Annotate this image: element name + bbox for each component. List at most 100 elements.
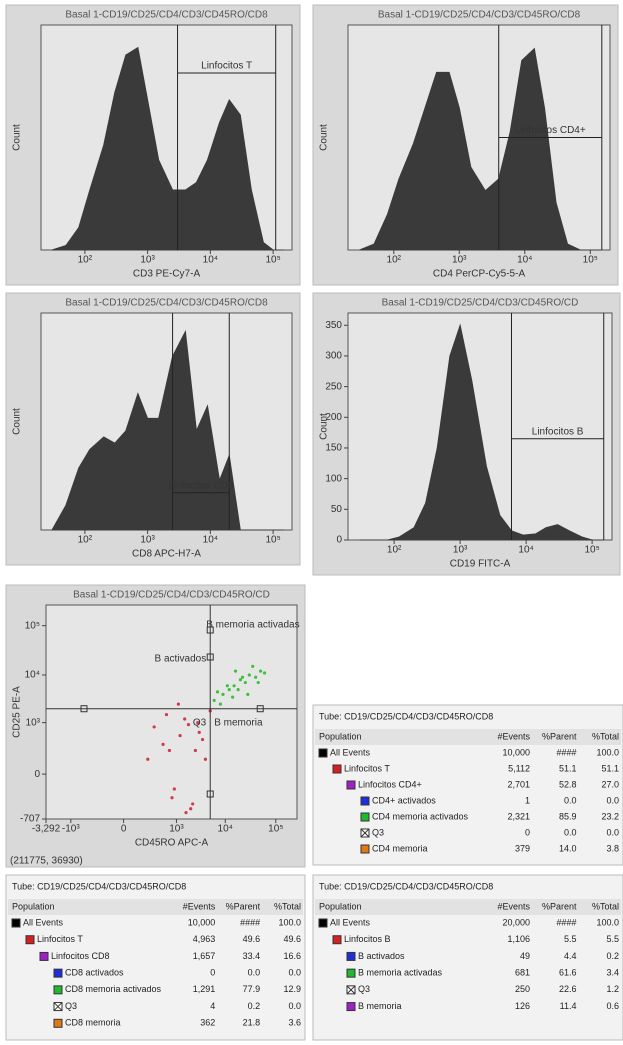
table-cell: 1,106 [507, 934, 530, 944]
event-dot [146, 757, 150, 761]
table-cell: 250 [515, 984, 530, 994]
x-axis-label: CD45RO APC-A [135, 838, 209, 849]
y-tick-label: 10⁵ [25, 620, 40, 631]
event-dot [258, 669, 263, 673]
histogram-panel: Basal 1-CD19/CD25/CD4/CD3/CD45RO/CD8 CD4 … [312, 4, 619, 286]
table-cell: 681 [515, 968, 530, 978]
event-dot [246, 692, 250, 696]
event-dot [247, 673, 251, 677]
population-name: Linfocitos T [344, 763, 390, 773]
population-swatch [25, 935, 35, 945]
quadrant-label: B memoria activadas [206, 620, 299, 631]
population-swatch [11, 918, 21, 928]
event-dot [184, 811, 188, 815]
gate-handle [206, 626, 214, 634]
x-axis-label: CD8 APC-H7-A [132, 549, 201, 560]
dot-plot-panel: Basal 1-CD19/CD25/CD4/CD3/CD45RO/CD CD45R… [5, 584, 306, 868]
table-cell: 3.8 [606, 843, 619, 853]
x-tick-label: -10³ [62, 824, 80, 835]
table-cell: 51.1 [559, 763, 577, 773]
table-cell: 12.9 [283, 984, 301, 994]
x-tick-label: 10⁵ [268, 824, 283, 835]
histogram-panel: Basal 1-CD19/CD25/CD4/CD3/CD45RO/CD8 CD3 … [5, 4, 301, 286]
population-swatch [53, 985, 63, 995]
table-cell: 52.8 [559, 779, 577, 789]
gate-label: Linfocitos B [532, 426, 584, 437]
table-cell: 0.2 [606, 951, 619, 961]
tube-label: Tube: CD19/CD25/CD4/CD3/CD45RO/CD8 [319, 881, 493, 891]
header-row [315, 729, 621, 745]
event-dot [254, 675, 258, 679]
column-header: %Parent [226, 901, 261, 911]
histogram-area [51, 329, 285, 531]
column-header: %Total [592, 901, 619, 911]
column-header: Population [319, 901, 362, 911]
event-dot [161, 742, 165, 746]
table-cell: 49 [520, 951, 530, 961]
panel-title: Basal 1-CD19/CD25/CD4/CD3/CD45RO/CD [382, 298, 579, 309]
population-swatch [39, 951, 49, 961]
event-dot [178, 734, 182, 738]
population-name: Linfocitos CD8 [51, 951, 110, 961]
table-cell: 23.2 [601, 811, 619, 821]
table-cell: 0.0 [288, 968, 301, 978]
column-header: Population [319, 731, 362, 741]
y-axis-label: Count [319, 124, 330, 151]
y-axis-label: Count [12, 124, 23, 151]
x-tick-label: 10³ [140, 535, 155, 546]
table-cell: 0.0 [248, 968, 261, 978]
event-dot [215, 690, 220, 694]
event-dot [193, 748, 197, 753]
table-cell: 4.4 [564, 951, 577, 961]
population-name: CD8 memoria activados [65, 984, 162, 994]
population-name: All Events [330, 747, 371, 757]
gate-handle [206, 790, 214, 798]
column-header: #Events [497, 901, 530, 911]
x-tick-label: 10³ [169, 824, 184, 835]
header-row [315, 899, 621, 915]
swatch-cross [360, 828, 370, 838]
gate-handle [256, 705, 264, 713]
histogram-area [359, 47, 602, 251]
table-cell: 2,321 [507, 811, 530, 821]
table-cell: 1,657 [193, 951, 216, 961]
table-cell: 22.6 [559, 984, 577, 994]
population-name: B memoria activadas [358, 968, 443, 978]
x-axis-label: CD4 PerCP-Cy5-5-A [433, 269, 526, 280]
y-tick-label: 0 [336, 535, 342, 546]
event-dot [232, 684, 236, 688]
event-dot [167, 748, 172, 753]
population-name: CD8 activados [65, 968, 124, 978]
table-cell: 0.0 [606, 795, 619, 805]
x-tick-label: 10² [387, 255, 402, 266]
population-swatch [332, 764, 342, 774]
y-tick-label: 250 [325, 381, 342, 392]
y-tick-label: 100 [325, 473, 342, 484]
event-dot [243, 680, 247, 685]
column-header: %Parent [542, 731, 577, 741]
event-dot [262, 671, 267, 675]
y-axis-label: Count [12, 408, 23, 435]
population-swatch [346, 951, 356, 961]
x-tick-label: 10⁵ [265, 255, 280, 266]
table-cell: #### [240, 917, 260, 927]
table-cell: 77.9 [243, 984, 261, 994]
table-cell: 21.8 [243, 1018, 261, 1028]
tube-label: Tube: CD19/CD25/CD4/CD3/CD45RO/CD8 [319, 711, 493, 721]
table-cell: 14.0 [559, 843, 577, 853]
tube-label: Tube: CD19/CD25/CD4/CD3/CD45RO/CD8 [12, 881, 186, 891]
table-cell: 100.0 [278, 917, 301, 927]
event-dot [200, 737, 205, 742]
event-dot [172, 787, 176, 791]
population-name: CD4 memoria [372, 843, 428, 853]
population-name: Q3 [358, 984, 370, 994]
y-tick-label: 200 [325, 412, 342, 423]
column-header: %Parent [542, 901, 577, 911]
event-dot [236, 688, 240, 692]
y-tick-label: 0 [34, 769, 40, 780]
population-name: CD4 memoria activados [372, 811, 469, 821]
population-swatch [360, 812, 370, 822]
table-cell: 2,701 [507, 779, 530, 789]
